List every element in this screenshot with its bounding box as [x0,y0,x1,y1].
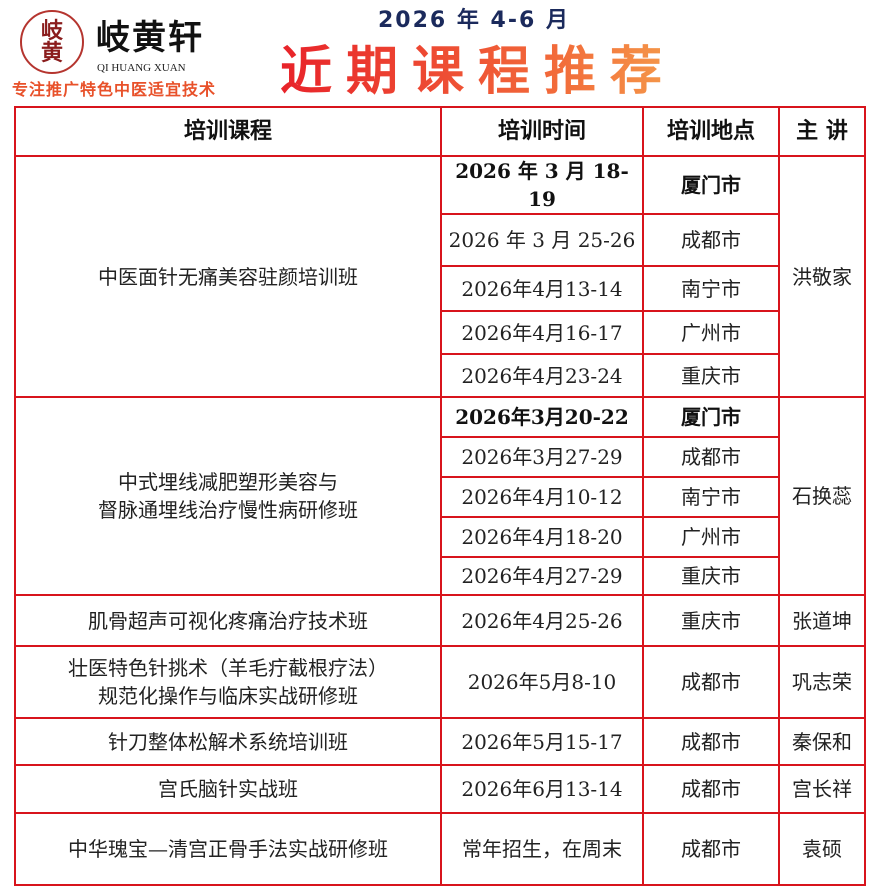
training-location: 广州市 [642,516,780,558]
table-header-row: 培训课程 培训时间 培训地点 主 讲 [14,106,866,157]
training-location: 重庆市 [642,353,780,398]
instructor: 石换蕊 [778,396,866,596]
column-header: 培训地点 [642,106,780,157]
course-name: 宫氏脑针实战班 [14,764,442,814]
logo-seal: 岐黄 [20,10,84,74]
course-table: 培训课程 培训时间 培训地点 主 讲 中医面针无痛美容驻颜培训班 2026 年 3… [14,106,866,886]
brand-english: QI HUANG XUAN [97,62,186,74]
table-row: 2026年4月13-14 南宁市 [15,265,865,312]
table-row: 2026年4月10-12 南宁市 [15,476,865,518]
training-date: 2026年5月8-10 [440,645,644,719]
training-location: 成都市 [642,213,780,267]
training-date: 2026年4月27-29 [440,556,644,596]
training-location: 重庆市 [642,594,780,647]
training-date: 2026年3月27-29 [440,436,644,478]
slogan: 专注推广特色中医适宜技术 [12,80,217,99]
course-name: 针刀整体松解术系统培训班 [14,717,442,766]
table-row: 2026年4月18-20 广州市 [15,516,865,558]
table-row: 中式埋线减肥塑形美容与 督脉通埋线治疗慢性病研修班 2026年3月20-22 厦门市… [14,396,866,596]
training-location: 广州市 [642,310,780,355]
training-date: 2026年3月20-22 [440,396,644,438]
table-row: 壮医特色针挑术（羊毛疔截根疗法） 规范化操作与临床实战研修班 2026年5月8-1… [14,645,866,719]
training-date: 2026年4月13-14 [440,265,644,312]
table-row: 2026年3月27-29 成都市 [15,436,865,478]
course-name: 中华瑰宝—清宫正骨手法实战研修班 [14,812,442,886]
training-date: 2026 年 3 月 25-26 [440,213,644,267]
training-location: 南宁市 [642,265,780,312]
training-location: 成都市 [642,436,780,478]
table-row: 中华瑰宝—清宫正骨手法实战研修班 常年招生，在周末 成都市 袁硕 [14,812,866,886]
column-header: 主 讲 [778,106,866,157]
training-date: 2026年4月25-26 [440,594,644,647]
column-header: 培训时间 [440,106,644,157]
course-name: 中式埋线减肥塑形美容与 督脉通埋线治疗慢性病研修班 [14,396,442,596]
course-name: 壮医特色针挑术（羊毛疔截根疗法） 规范化操作与临床实战研修班 [14,645,442,719]
column-header: 培训课程 [14,106,442,157]
instructor: 洪敬家 [778,155,866,398]
table-row: 宫氏脑针实战班 2026年6月13-14 成都市 宫长祥 [14,764,866,814]
table-row: 肌骨超声可视化疼痛治疗技术班 2026年4月25-26 重庆市 张道坤 [14,594,866,647]
page-title: 近期课程推荐 [280,42,677,102]
training-location: 南宁市 [642,476,780,518]
instructor: 巩志荣 [778,645,866,719]
training-location: 成都市 [642,717,780,766]
table-row: 中医面针无痛美容驻颜培训班 2026 年 3 月 18-19 厦门市 洪敬家 [14,155,866,398]
table-row: 2026年4月23-24 重庆市 [15,353,865,398]
training-date: 2026年5月15-17 [440,717,644,766]
training-date: 2026年4月10-12 [440,476,644,518]
training-date: 2026年6月13-14 [440,764,644,814]
table-row: 2026 年 3 月 25-26 成都市 [15,213,865,267]
training-date: 2026年4月23-24 [440,353,644,398]
instructor: 袁硕 [778,812,866,886]
training-location: 厦门市 [642,155,780,215]
training-date: 2026 年 3 月 18-19 [440,155,644,215]
instructor: 秦保和 [778,717,866,766]
training-location: 厦门市 [642,396,780,438]
instructor: 宫长祥 [778,764,866,814]
course-name: 肌骨超声可视化疼痛治疗技术班 [14,594,442,647]
training-location: 重庆市 [642,556,780,596]
training-date: 常年招生，在周末 [440,812,644,886]
table-row: 2026年4月27-29 重庆市 [15,556,865,596]
training-date: 2026年4月16-17 [440,310,644,355]
training-location: 成都市 [642,645,780,719]
brand-name: 岐黄轩 [96,18,204,58]
table-row: 2026年4月16-17 广州市 [15,310,865,355]
table-row: 针刀整体松解术系统培训班 2026年5月15-17 成都市 秦保和 [14,717,866,766]
training-location: 成都市 [642,764,780,814]
period: 2026 年 4-6 月 [378,8,570,33]
training-location: 成都市 [642,812,780,886]
training-date: 2026年4月18-20 [440,516,644,558]
instructor: 张道坤 [778,594,866,647]
course-name: 中医面针无痛美容驻颜培训班 [14,155,442,398]
